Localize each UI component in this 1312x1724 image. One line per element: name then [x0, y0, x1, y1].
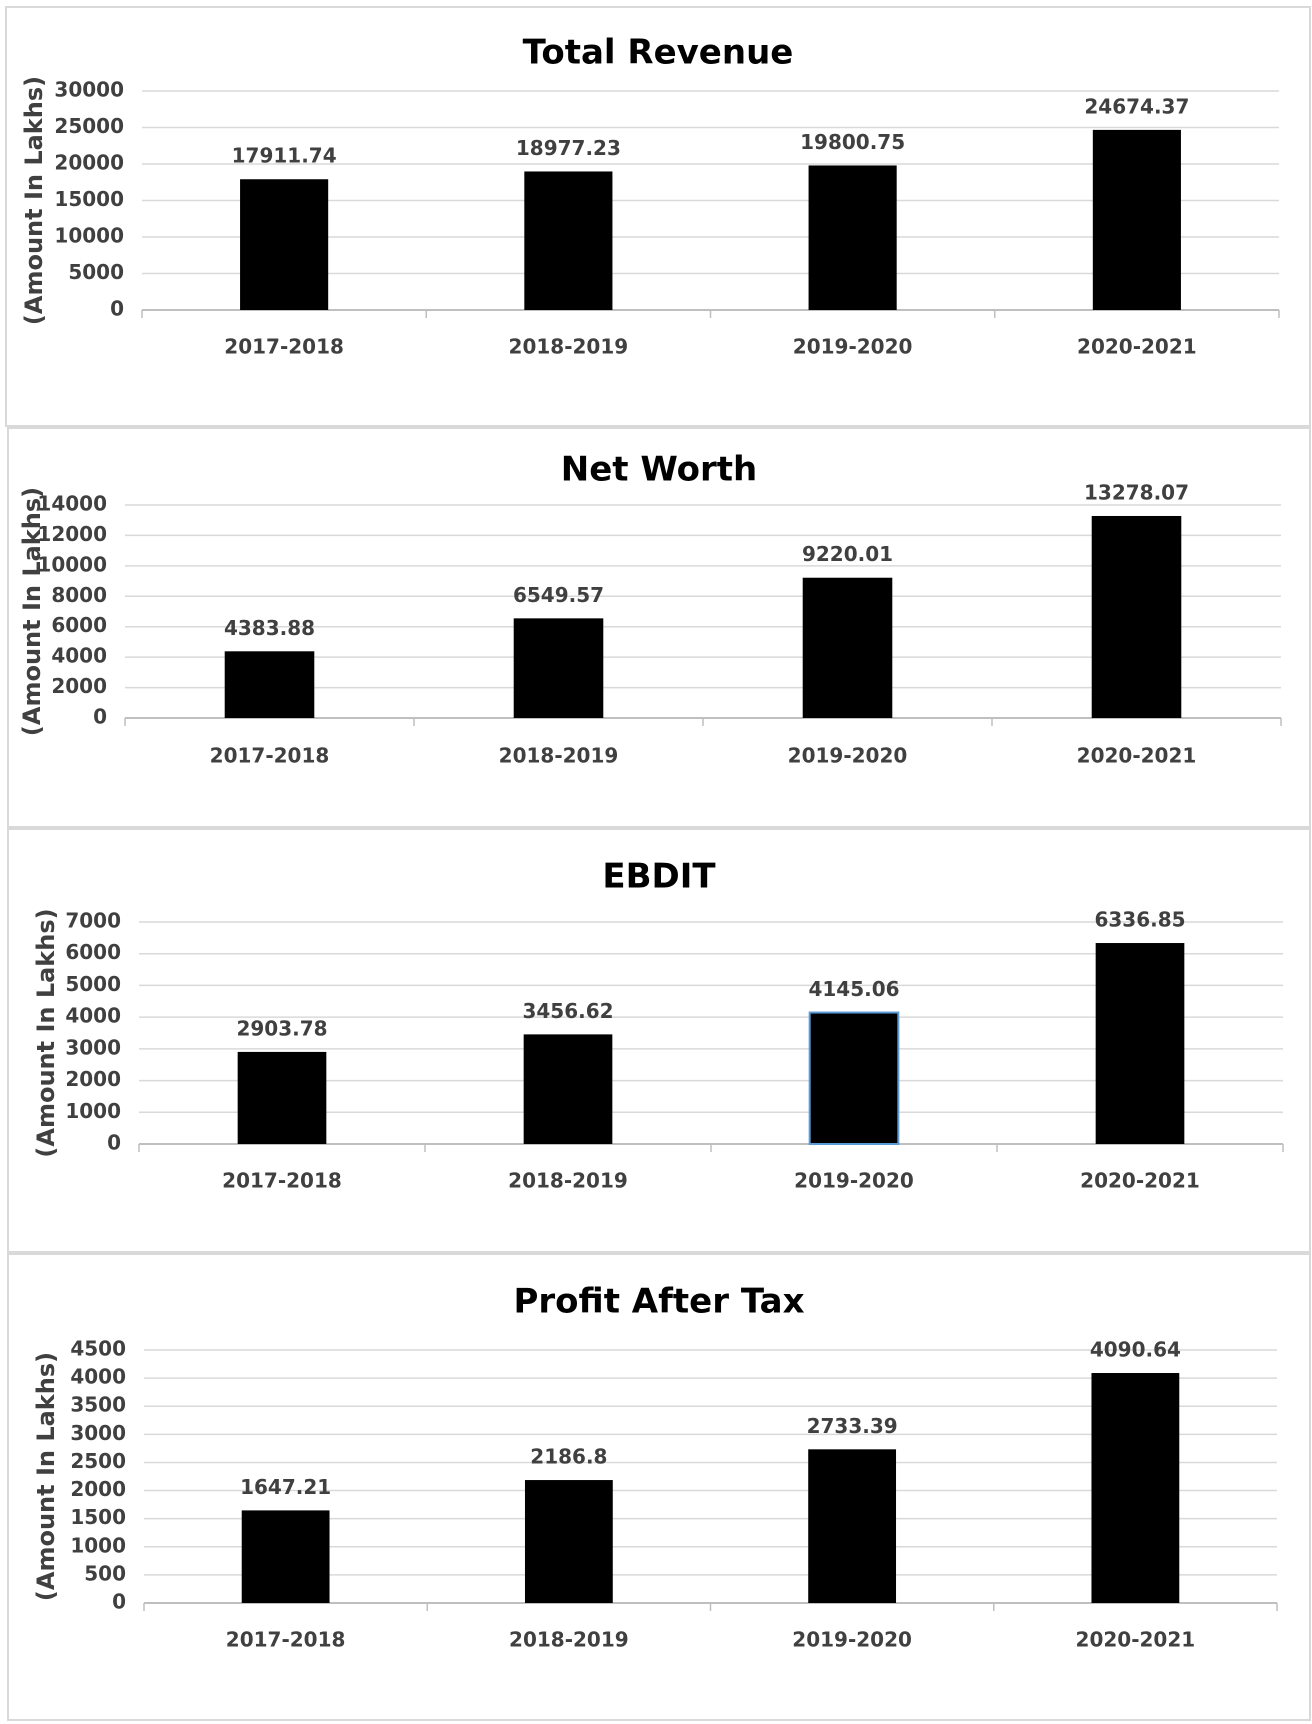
bar-2019-2020 [808, 1449, 897, 1603]
data-label: 2903.78 [236, 1016, 327, 1040]
bar-2018-2019 [524, 1480, 613, 1603]
data-label: 4383.88 [224, 616, 315, 640]
y-tick-label: 2000 [65, 1067, 121, 1091]
y-tick-label: 1500 [70, 1505, 126, 1529]
data-label: 13278.07 [1084, 480, 1189, 504]
x-tick-label: 2020-2021 [1077, 335, 1197, 359]
data-label: 9220.01 [802, 542, 893, 566]
chart-title: Net Worth [561, 450, 757, 490]
bar-2020-2021 [1091, 515, 1182, 718]
chart-svg-ebdit: EBDIT 0 1000 2000 3000 4000 5000 6000 7000(Amoun… [32, 857, 1284, 1193]
chart-svg-profit-after-tax: Profit After Tax 0 500 1000 1500 2000 2500 3000… [32, 1282, 1278, 1652]
data-label: 4145.06 [808, 977, 899, 1001]
y-tick-label: 3000 [70, 1421, 126, 1445]
y-tick-label: 4000 [70, 1365, 126, 1389]
bar-2017-2018 [240, 179, 329, 310]
data-label: 17911.74 [232, 144, 337, 168]
x-tick-label: 2018-2019 [509, 335, 629, 359]
data-label: 1647.21 [240, 1475, 331, 1499]
y-axis-label: (Amount In Lakhs) [32, 1352, 60, 1601]
bar-2018-2019 [513, 618, 604, 718]
bar-2018-2019 [523, 1034, 613, 1144]
y-tick-label: 5000 [65, 972, 121, 996]
bar-2020-2021 [1092, 129, 1181, 310]
y-tick-label: 3500 [70, 1393, 126, 1417]
y-tick-label: 12000 [37, 522, 107, 546]
y-axis-label: (Amount In Lakhs) [18, 487, 46, 736]
y-tick-label: 3000 [65, 1035, 121, 1059]
y-tick-label: 15000 [54, 187, 124, 211]
y-tick-label: 1000 [65, 1099, 121, 1123]
x-tick-label: 2018-2019 [508, 1169, 628, 1193]
y-tick-label: 1000 [70, 1533, 126, 1557]
chart-title: Profit After Tax [513, 1282, 804, 1322]
bar-2017-2018 [224, 651, 315, 718]
y-tick-label: 0 [110, 297, 124, 321]
x-tick-label: 2019-2020 [794, 1169, 914, 1193]
y-tick-label: 2000 [70, 1477, 126, 1501]
x-tick-label: 2017-2018 [226, 1628, 346, 1652]
bar-2019-2020 [808, 1011, 900, 1145]
bar-2019-2020 [802, 577, 893, 718]
chart-panel-profit-after-tax: Profit After Tax 0 500 1000 1500 2000 2500 3000… [7, 1253, 1311, 1721]
x-tick-label: 2019-2020 [792, 1628, 912, 1652]
y-tick-label: 4000 [65, 1004, 121, 1028]
chart-svg-net-worth: Net Worth 0 2000 4000 6000 8000 10000 12000 1400… [18, 450, 1282, 768]
y-tick-label: 8000 [51, 583, 107, 607]
x-tick-label: 2017-2018 [222, 1169, 342, 1193]
y-tick-label: 4500 [70, 1337, 126, 1361]
y-tick-label: 500 [84, 1561, 126, 1585]
data-label: 6336.85 [1094, 908, 1185, 932]
bar-2019-2020 [808, 165, 897, 310]
x-tick-label: 2019-2020 [793, 335, 913, 359]
y-axis-label: (Amount In Lakhs) [32, 908, 60, 1157]
data-label: 19800.75 [800, 130, 905, 154]
y-tick-label: 6000 [65, 940, 121, 964]
data-label: 2186.8 [530, 1445, 607, 1469]
data-label: 4090.64 [1090, 1338, 1181, 1362]
x-tick-label: 2017-2018 [210, 744, 330, 768]
bar-2020-2021 [1095, 943, 1185, 1144]
y-tick-label: 10000 [54, 224, 124, 248]
bar-2017-2018 [241, 1510, 330, 1603]
bar-2018-2019 [524, 171, 613, 310]
chart-title: EBDIT [602, 857, 716, 897]
y-tick-label: 25000 [54, 114, 124, 138]
chart-title: Total Revenue [523, 33, 794, 73]
data-label: 6549.57 [513, 583, 604, 607]
data-label: 24674.37 [1084, 94, 1189, 118]
chart-svg-total-revenue: Total Revenue 0 5000 10000 15000 20000 25000 30… [20, 33, 1280, 359]
y-tick-label: 20000 [54, 151, 124, 175]
y-tick-label: 0 [112, 1590, 126, 1614]
y-axis-label: (Amount In Lakhs) [20, 76, 48, 325]
x-tick-label: 2018-2019 [509, 1628, 629, 1652]
bar-2017-2018 [237, 1051, 327, 1144]
y-tick-label: 2000 [51, 674, 107, 698]
y-tick-label: 7000 [65, 909, 121, 933]
data-label: 18977.23 [516, 136, 621, 160]
x-tick-label: 2020-2021 [1076, 1628, 1196, 1652]
y-tick-label: 30000 [54, 78, 124, 102]
x-tick-label: 2020-2021 [1077, 744, 1197, 768]
x-tick-label: 2019-2020 [788, 744, 908, 768]
y-tick-label: 0 [107, 1131, 121, 1155]
chart-panel-ebdit: EBDIT 0 1000 2000 3000 4000 5000 6000 7000 (Amoun… [7, 828, 1311, 1253]
data-label: 2733.39 [807, 1414, 898, 1438]
y-tick-label: 10000 [37, 552, 107, 576]
x-tick-label: 2020-2021 [1080, 1169, 1200, 1193]
y-tick-label: 6000 [51, 613, 107, 637]
y-tick-label: 4000 [51, 644, 107, 668]
y-tick-label: 5000 [68, 260, 124, 284]
x-tick-label: 2017-2018 [224, 335, 344, 359]
y-tick-label: 0 [93, 705, 107, 729]
data-label: 3456.62 [522, 999, 613, 1023]
chart-panel-net-worth: Net Worth 0 2000 4000 6000 8000 10000 12000 1400… [7, 427, 1311, 828]
bar-2020-2021 [1091, 1373, 1180, 1603]
y-tick-label: 2500 [70, 1449, 126, 1473]
chart-panel-total-revenue: Total Revenue 0 5000 10000 15000 20000 25000 30… [5, 6, 1311, 427]
x-tick-label: 2018-2019 [499, 744, 619, 768]
y-tick-label: 14000 [37, 492, 107, 516]
